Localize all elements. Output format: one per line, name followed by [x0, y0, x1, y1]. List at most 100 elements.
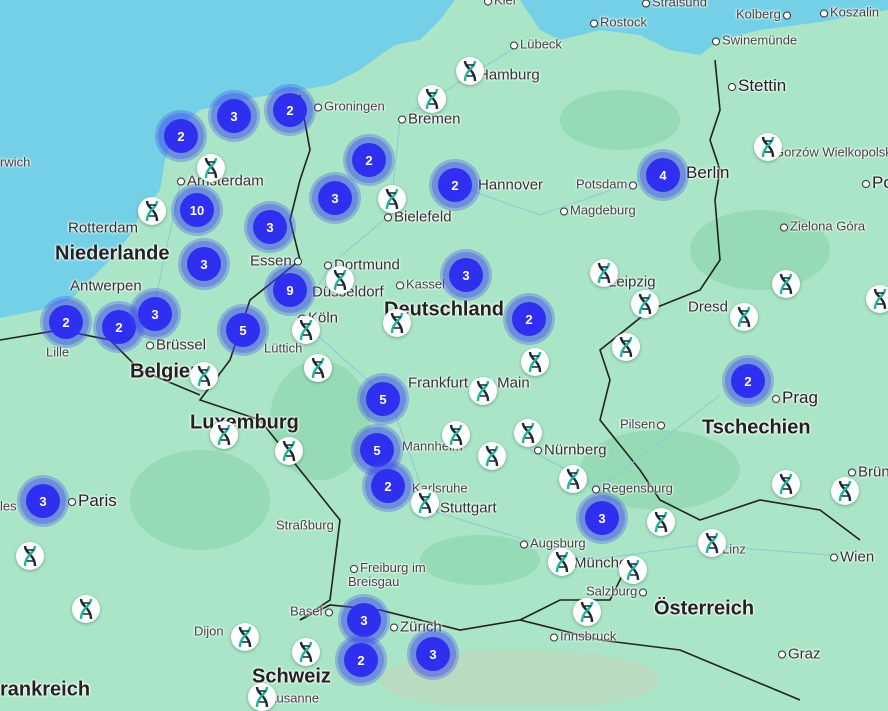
dna-marker[interactable]	[573, 598, 601, 626]
cluster-marker[interactable]: 2	[722, 355, 774, 407]
city-dot	[293, 257, 302, 266]
city-name: Nürnberg	[544, 441, 607, 459]
city-name: Dresd	[688, 298, 729, 316]
dna-marker[interactable]	[231, 623, 259, 651]
city-label: Graz	[776, 646, 821, 663]
city-name: Paris	[78, 491, 117, 510]
cluster-marker[interactable]: 3	[407, 628, 459, 680]
dna-marker[interactable]	[326, 266, 354, 294]
dna-marker[interactable]	[248, 683, 276, 711]
cluster-marker[interactable]: 2	[362, 460, 414, 512]
city-label: Dresd	[688, 299, 728, 316]
dna-marker[interactable]	[378, 185, 406, 213]
cluster-marker[interactable]: 4	[637, 149, 689, 201]
dna-marker[interactable]	[730, 303, 758, 331]
dna-icon	[555, 551, 569, 573]
city-label: Gorzów Wielkopolski	[774, 145, 888, 160]
dna-marker[interactable]	[619, 556, 647, 584]
country-label: Österreich	[654, 597, 755, 620]
city-dot	[830, 553, 838, 562]
cluster-marker[interactable]: 3	[178, 238, 230, 290]
city-label: Paris	[66, 491, 117, 511]
city-name: Salzburg	[586, 583, 638, 599]
dna-marker[interactable]	[521, 348, 549, 376]
dna-marker[interactable]	[698, 529, 726, 557]
cluster-marker[interactable]: 2	[40, 296, 92, 348]
cluster-marker[interactable]: 9	[264, 264, 316, 316]
cluster-marker[interactable]: 2	[155, 110, 207, 162]
city-label: Pilsen	[620, 417, 667, 432]
cluster-marker[interactable]: 2	[429, 159, 481, 211]
dna-marker[interactable]	[772, 270, 800, 298]
dna-marker[interactable]	[16, 542, 44, 570]
dna-marker[interactable]	[456, 57, 484, 85]
dna-marker[interactable]	[292, 316, 320, 344]
cluster-marker[interactable]: 2	[264, 84, 316, 136]
cluster-count: 2	[102, 310, 136, 344]
city-label: Brüssel	[144, 337, 206, 354]
dna-marker[interactable]	[292, 638, 320, 666]
cluster-marker[interactable]: 5	[357, 373, 409, 425]
cluster-count: 3	[138, 297, 172, 331]
dna-marker[interactable]	[442, 421, 470, 449]
city-label: Hamburg	[478, 67, 540, 84]
cluster-marker[interactable]: 5	[351, 424, 403, 476]
city-label: Basel	[290, 604, 335, 619]
dna-marker[interactable]	[275, 437, 303, 465]
cluster-marker[interactable]: 3	[208, 90, 260, 142]
city-dot	[390, 623, 398, 632]
cluster-marker[interactable]: 3	[244, 201, 296, 253]
city-label: Dortmund	[322, 257, 400, 274]
dna-marker[interactable]	[514, 419, 542, 447]
city-label: Lübeck	[508, 37, 562, 52]
cluster-marker[interactable]: 3	[440, 249, 492, 301]
cluster-count: 2	[273, 93, 307, 127]
cluster-marker[interactable]: 10	[171, 184, 223, 236]
city-name: Regensburg	[602, 480, 673, 496]
dna-marker[interactable]	[197, 154, 225, 182]
city-label: Groningen	[312, 99, 385, 114]
dna-marker[interactable]	[866, 285, 888, 313]
cluster-marker[interactable]: 2	[335, 634, 387, 686]
cluster-marker[interactable]: 3	[338, 594, 390, 646]
cluster-marker[interactable]: 2	[93, 301, 145, 353]
country-label: Niederlande	[55, 242, 170, 265]
dna-marker[interactable]	[772, 470, 800, 498]
dna-marker[interactable]	[478, 442, 506, 470]
dna-marker[interactable]	[647, 508, 675, 536]
cluster-marker[interactable]: 2	[503, 293, 555, 345]
cluster-marker[interactable]: 3	[309, 172, 361, 224]
city-dot	[146, 341, 154, 350]
cluster-marker[interactable]: 3	[129, 288, 181, 340]
city-name: Lübeck	[520, 36, 562, 52]
city-name: Prag	[782, 388, 818, 407]
dna-marker[interactable]	[559, 465, 587, 493]
dna-marker[interactable]	[631, 290, 659, 318]
city-name: Hamburg	[478, 66, 540, 84]
dna-marker[interactable]	[754, 133, 782, 161]
city-dot	[712, 37, 720, 46]
dna-marker[interactable]	[411, 489, 439, 517]
dna-marker[interactable]	[612, 333, 640, 361]
cluster-marker[interactable]: 3	[17, 475, 69, 527]
dna-marker[interactable]	[190, 362, 218, 390]
dna-marker[interactable]	[72, 595, 100, 623]
cluster-marker[interactable]: 5	[217, 304, 269, 356]
city-dot	[384, 213, 392, 222]
cluster-marker[interactable]: 3	[576, 492, 628, 544]
dna-marker[interactable]	[418, 85, 446, 113]
cluster-marker[interactable]: 2	[343, 134, 395, 186]
dna-marker[interactable]	[304, 354, 332, 382]
city-name: Lüttich	[264, 340, 303, 356]
dna-marker[interactable]	[138, 197, 166, 225]
dna-marker[interactable]	[548, 548, 576, 576]
cluster-count: 2	[344, 643, 378, 677]
dna-marker[interactable]	[383, 309, 411, 337]
city-name: Stuttgart	[440, 499, 497, 517]
dna-marker[interactable]	[210, 421, 238, 449]
dna-marker[interactable]	[831, 477, 859, 505]
dna-marker[interactable]	[590, 259, 618, 287]
dna-marker[interactable]	[469, 377, 497, 405]
city-dot	[510, 41, 518, 50]
